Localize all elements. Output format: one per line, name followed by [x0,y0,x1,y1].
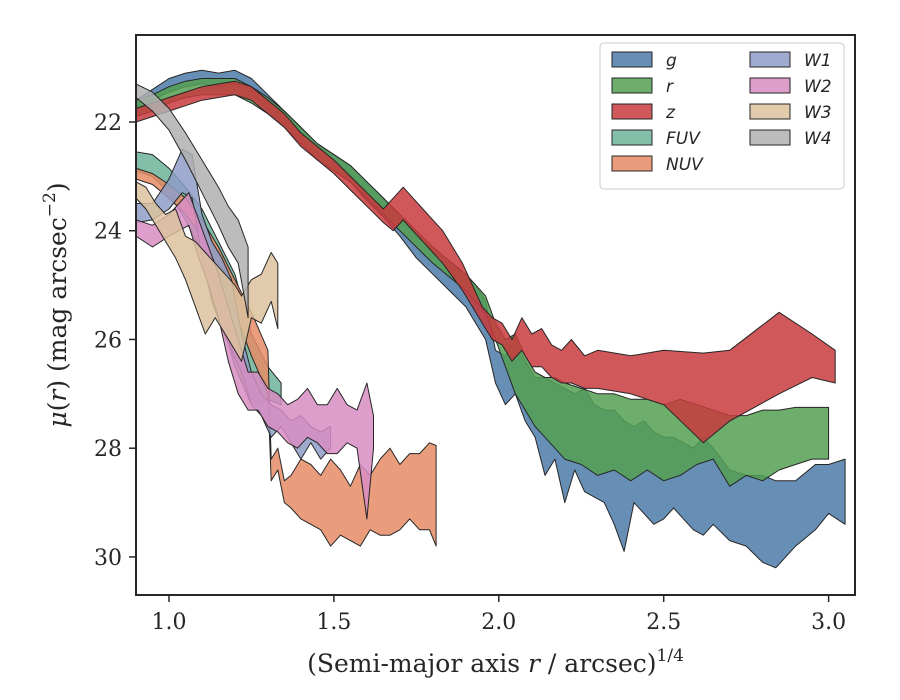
legend-label: W1 [804,51,832,71]
legend-item-w1: W1 [749,51,832,71]
legend-item-w4: W4 [749,129,832,149]
y-tick-label: 28 [94,437,122,462]
legend-swatch [611,129,653,146]
x-axis-ticks: 1.0 1.5 2.0 2.5 3.0 [151,595,846,635]
y-tick-label: 24 [94,220,122,245]
y-axis-ticks: 22 24 26 28 30 [94,111,136,571]
series-area-w3 [136,181,279,362]
plot-frame [135,34,856,596]
legend-label: W3 [804,103,832,123]
x-tick-label: 1.0 [151,610,186,635]
legend-item-fuv: FUV [611,129,701,149]
y-axis-label: μ(r) (mag arcsec−2) [40,182,72,427]
legend-label: r [666,77,674,97]
y-tick-label: 30 [94,546,122,571]
legend-label: NUV [666,155,704,175]
legend-item-g: g [611,51,677,71]
y-tick-label: 22 [94,111,122,136]
y-tick-label: 26 [94,328,122,353]
x-tick-label: 2.5 [646,610,681,635]
legend-swatch [749,129,791,146]
series-area-z [136,80,836,444]
legend-label: FUV [666,129,701,149]
legend: grz FUV NUV W1 W2 W3 W4 [599,42,845,190]
legend-swatch [611,155,653,172]
legend-item-z: z [611,103,676,123]
legend-swatch [611,77,653,94]
legend-item-w3: W3 [749,103,832,123]
legend-swatch [611,103,653,120]
x-axis-label: (Semi-major axis r / arcsec)1/4 [307,646,684,678]
legend-label: g [666,51,677,71]
legend-label: W2 [804,77,832,97]
x-tick-label: 2.0 [481,610,516,635]
legend-item-nuv: NUV [611,155,704,175]
legend-label: W4 [804,129,832,149]
legend-swatch [749,103,791,120]
legend-swatch [611,51,653,68]
legend-label: z [665,103,676,123]
series-area-w4 [136,83,249,319]
legend-item-r: r [611,77,674,97]
legend-item-w2: W2 [749,77,832,97]
series-areas [136,69,846,569]
x-tick-label: 1.5 [316,610,351,635]
legend-swatch [749,77,791,94]
x-tick-label: 3.0 [811,610,846,635]
legend-swatch [749,51,791,68]
